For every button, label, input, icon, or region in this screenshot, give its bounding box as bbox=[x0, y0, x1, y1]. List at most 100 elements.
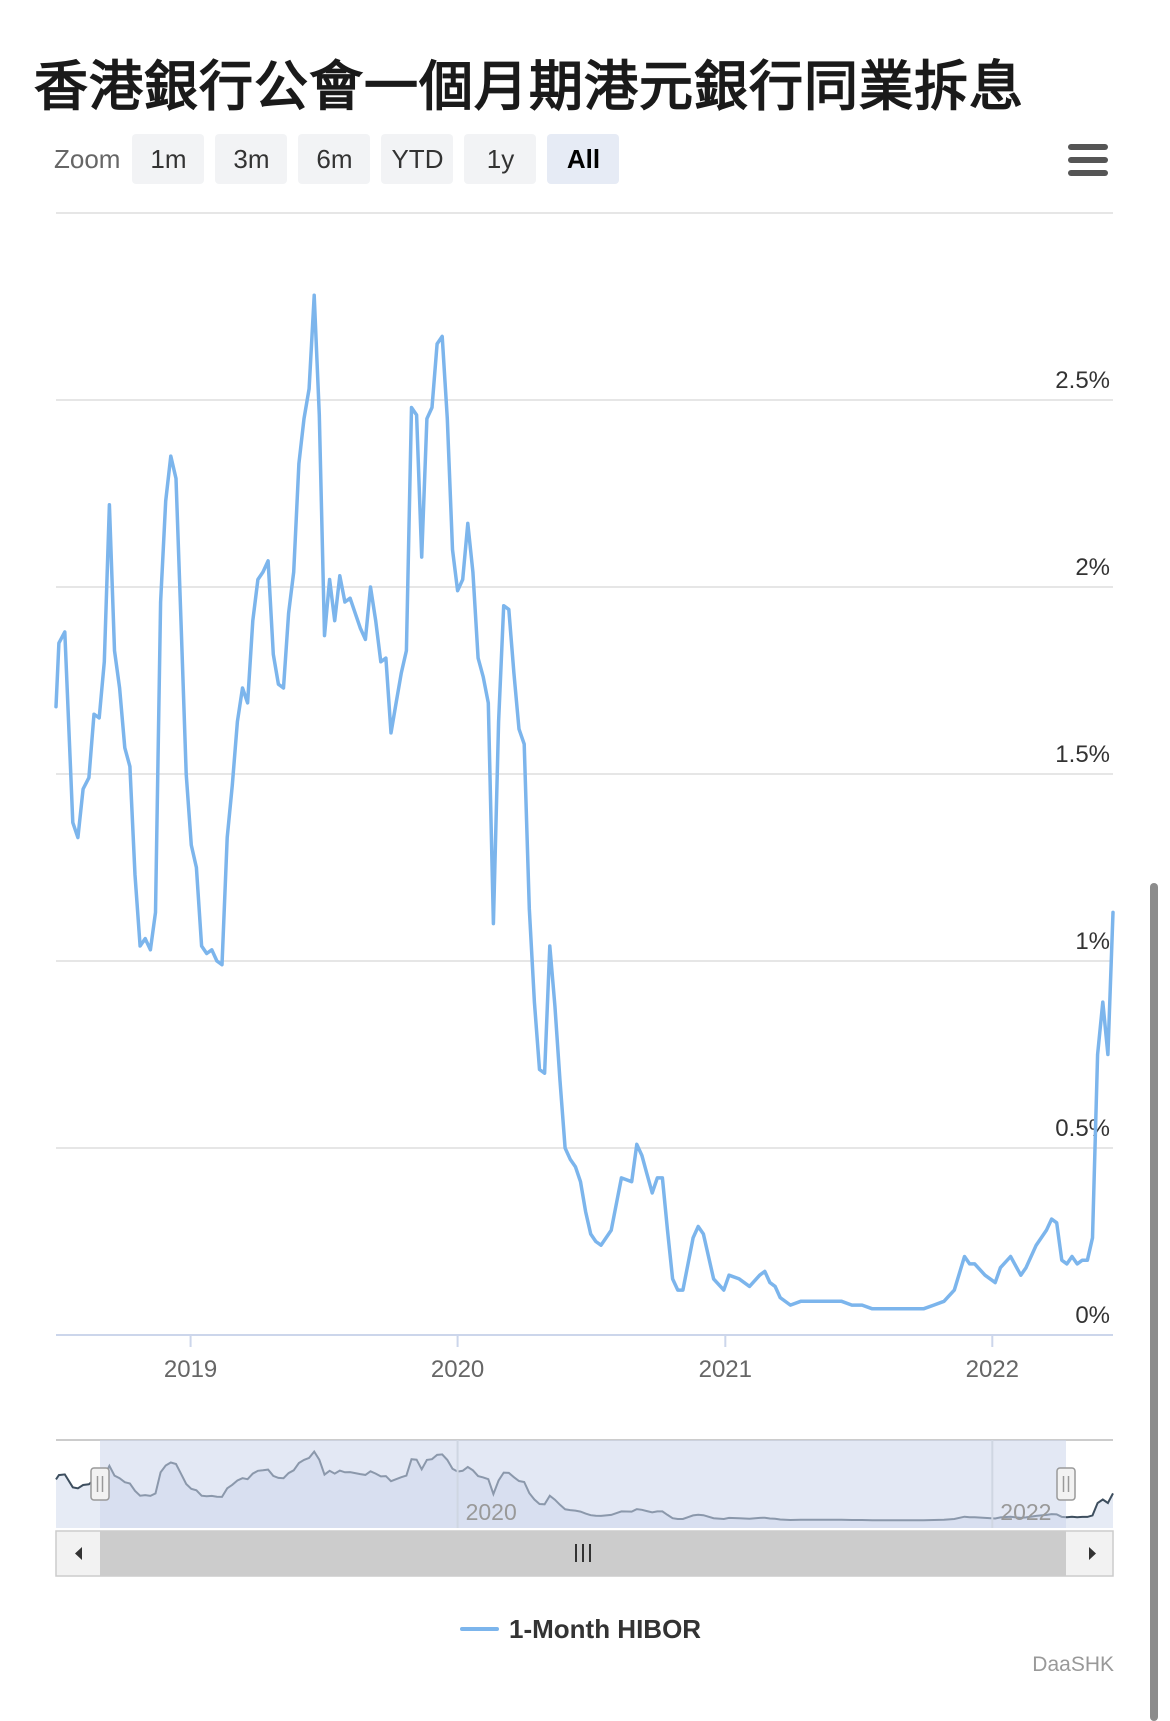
navigator-selected-range[interactable] bbox=[100, 1440, 1066, 1528]
data-point bbox=[410, 406, 413, 409]
zoom-ytd-button[interactable]: YTD bbox=[381, 134, 454, 184]
page-scrollbar[interactable] bbox=[1150, 883, 1158, 1721]
navigator-right-handle[interactable] bbox=[1056, 1467, 1076, 1501]
data-point bbox=[54, 705, 58, 708]
data-point bbox=[968, 1262, 971, 1266]
data-point bbox=[1055, 1221, 1058, 1225]
data-point bbox=[231, 784, 234, 787]
data-point bbox=[773, 1285, 777, 1288]
data-point bbox=[1096, 1053, 1099, 1056]
zoom-all-button[interactable]: All bbox=[547, 134, 620, 184]
data-point bbox=[932, 1303, 935, 1307]
data-point bbox=[656, 1176, 659, 1180]
data-point bbox=[384, 656, 388, 660]
data-point bbox=[640, 1154, 644, 1157]
data-point bbox=[830, 1300, 833, 1303]
data-point bbox=[681, 1288, 685, 1292]
arrow-left-icon[interactable] bbox=[75, 1547, 82, 1560]
data-point bbox=[1070, 1255, 1074, 1258]
data-point bbox=[983, 1274, 987, 1277]
data-point bbox=[558, 1079, 562, 1082]
data-point bbox=[476, 656, 480, 660]
data-point bbox=[497, 720, 500, 723]
data-point bbox=[860, 1303, 864, 1307]
data-point bbox=[328, 578, 331, 581]
zoom-3m-button[interactable]: 3m bbox=[215, 134, 288, 184]
arrow-right-icon[interactable] bbox=[1089, 1547, 1096, 1560]
data-point bbox=[261, 570, 265, 574]
data-point bbox=[133, 873, 137, 877]
data-point bbox=[487, 701, 490, 705]
data-point bbox=[451, 548, 454, 551]
data-point bbox=[1009, 1255, 1012, 1258]
data-point bbox=[594, 1240, 597, 1243]
x-tick-label: 2022 bbox=[966, 1356, 1019, 1383]
data-point bbox=[871, 1307, 874, 1311]
data-point bbox=[333, 619, 336, 622]
data-point bbox=[415, 413, 418, 417]
data-point bbox=[651, 1191, 654, 1195]
data-point bbox=[645, 1173, 649, 1176]
data-point bbox=[502, 604, 505, 607]
hamburger-menu-icon[interactable] bbox=[1068, 144, 1108, 176]
data-point bbox=[538, 1068, 541, 1071]
credit-text: DaaSHK bbox=[1032, 1653, 1114, 1676]
data-point bbox=[1106, 1053, 1110, 1056]
data-point bbox=[574, 1165, 577, 1168]
y-tick-label: 1% bbox=[1075, 928, 1110, 955]
data-point bbox=[297, 462, 301, 465]
data-point bbox=[466, 522, 469, 525]
data-point bbox=[840, 1300, 843, 1303]
navigator-left-handle[interactable] bbox=[90, 1467, 110, 1501]
data-point bbox=[635, 1143, 638, 1146]
data-point bbox=[277, 683, 280, 686]
data-point bbox=[1065, 1262, 1069, 1266]
data-point bbox=[492, 922, 495, 925]
data-point bbox=[471, 570, 475, 574]
data-point bbox=[118, 686, 121, 690]
handle-body[interactable] bbox=[1056, 1467, 1076, 1501]
data-point bbox=[369, 585, 372, 589]
legend-label: 1-Month HIBOR bbox=[509, 1614, 701, 1644]
zoom-toolbar: Zoom 1m 3m 6m YTD 1y All bbox=[54, 134, 630, 184]
data-point bbox=[71, 821, 75, 824]
data-point bbox=[676, 1288, 679, 1292]
y-tick-label: 2% bbox=[1075, 554, 1110, 581]
zoom-label: Zoom bbox=[54, 143, 121, 174]
data-point bbox=[185, 772, 188, 776]
data-point bbox=[799, 1300, 802, 1303]
data-point bbox=[405, 649, 408, 652]
data-point bbox=[661, 1176, 664, 1180]
zoom-6m-button[interactable]: 6m bbox=[298, 134, 371, 184]
data-point bbox=[98, 716, 101, 720]
zoom-1m-button[interactable]: 1m bbox=[132, 134, 205, 184]
data-point bbox=[727, 1274, 731, 1277]
data-point bbox=[702, 1232, 705, 1236]
data-point bbox=[722, 1288, 725, 1292]
page-title: 香港銀行公會一個月期港元銀行同業拆息 bbox=[34, 55, 1024, 118]
handle-body[interactable] bbox=[90, 1467, 110, 1501]
data-point bbox=[338, 574, 341, 577]
data-point bbox=[138, 944, 142, 948]
data-point bbox=[103, 660, 106, 663]
zoom-1y-button[interactable]: 1y bbox=[464, 134, 537, 184]
data-point bbox=[553, 1004, 557, 1008]
data-point bbox=[354, 612, 357, 615]
data-point bbox=[389, 731, 393, 735]
legend-item[interactable]: 1-Month HIBOR bbox=[460, 1614, 701, 1644]
y-tick-label: 0% bbox=[1075, 1302, 1110, 1329]
data-point bbox=[942, 1300, 946, 1303]
data-point bbox=[763, 1270, 766, 1273]
data-point bbox=[87, 776, 91, 779]
data-point bbox=[179, 623, 183, 626]
data-point bbox=[226, 836, 229, 839]
data-point bbox=[236, 720, 239, 723]
data-point bbox=[348, 597, 352, 600]
data-point bbox=[891, 1307, 894, 1311]
navigator-tick-label: 2020 bbox=[466, 1499, 517, 1525]
data-point bbox=[81, 787, 85, 791]
y-tick-label: 0.5% bbox=[1055, 1115, 1110, 1142]
data-point bbox=[819, 1300, 823, 1303]
data-point bbox=[1081, 1259, 1084, 1262]
data-point bbox=[343, 600, 347, 604]
